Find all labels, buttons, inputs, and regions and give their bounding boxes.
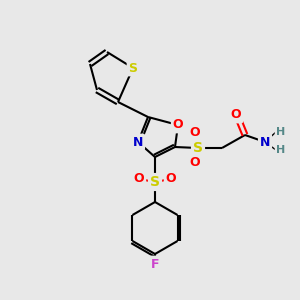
Text: O: O (134, 172, 144, 185)
Text: O: O (173, 118, 183, 131)
Text: H: H (276, 127, 286, 137)
Text: N: N (260, 136, 270, 148)
Text: S: S (193, 141, 203, 155)
Text: H: H (276, 145, 286, 155)
Text: O: O (231, 109, 241, 122)
Text: F: F (151, 257, 159, 271)
Text: N: N (133, 136, 143, 148)
Text: O: O (190, 157, 200, 169)
Text: S: S (150, 175, 160, 189)
Text: S: S (128, 61, 137, 74)
Text: O: O (190, 127, 200, 140)
Text: O: O (166, 172, 176, 185)
